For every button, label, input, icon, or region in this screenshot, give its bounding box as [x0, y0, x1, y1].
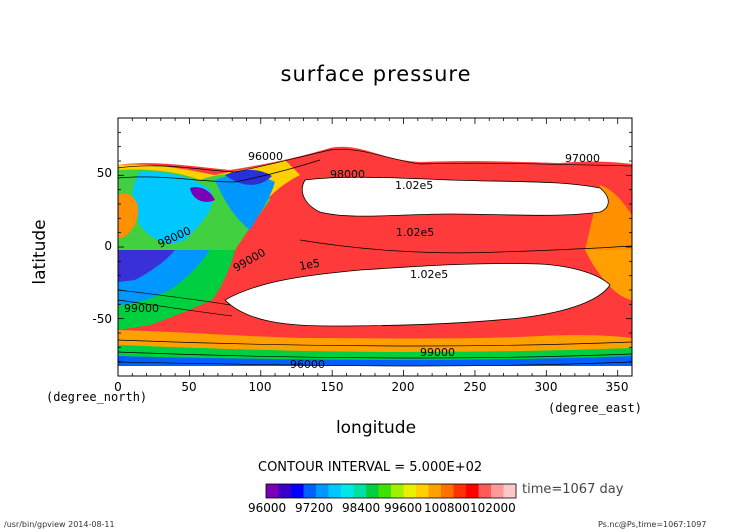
- contour-label: 96000: [248, 150, 283, 163]
- contour-label: 99000: [124, 302, 159, 315]
- y-axis-unit: (degree_north): [46, 390, 148, 404]
- colorbar-label: 100800: [424, 501, 470, 515]
- colorbar-swatch: [328, 484, 342, 498]
- x-tick-label: 250: [463, 380, 487, 394]
- colorbar-swatch: [453, 484, 467, 498]
- colorbar-label: 96000: [248, 501, 287, 515]
- colorbar-swatch: [466, 484, 479, 498]
- colorbar-swatch: [303, 484, 317, 498]
- x-axis-label: longitude: [335, 418, 417, 438]
- contour-line: [117, 351, 633, 359]
- east-south-orange: [585, 250, 632, 300]
- colorbar-swatch: [266, 484, 279, 498]
- colorbar-swatch: [503, 484, 517, 498]
- y-tick-label: -50: [92, 312, 112, 326]
- north-polar-white: [118, 118, 632, 162]
- colorbar-label: 99600: [384, 501, 423, 515]
- contour-line: [117, 361, 633, 367]
- y-tick-label: 0: [104, 239, 112, 253]
- contour-line: [117, 148, 633, 173]
- footer-right: Ps.nc@Ps,time=1067:1097: [598, 520, 707, 529]
- y-axis-label: latitude: [30, 219, 50, 285]
- x-tick-label: 100: [248, 380, 272, 394]
- colorbar-label: 98400: [342, 501, 381, 515]
- mid-blue-region: [215, 174, 275, 230]
- contour-line: [117, 299, 233, 317]
- axis-ticks: [117, 117, 633, 377]
- dark-blue-region: [225, 169, 272, 185]
- x-tick-label: 50: [181, 380, 197, 394]
- x-tick-label: 350: [605, 380, 629, 394]
- band-south-darkblue: [118, 250, 175, 282]
- colorbar-swatch: [391, 484, 404, 498]
- contour-label: 1.02e5: [396, 226, 434, 239]
- y-tick-label: 50: [96, 166, 112, 180]
- colorbar-swatch: [378, 484, 392, 498]
- pressure-field: 96000 98000 99000 1.02e5 1e5 98000 99000…: [117, 118, 633, 376]
- contour-label: 1.02e5: [410, 268, 448, 281]
- x-tick-label: 150: [320, 380, 344, 394]
- chart-title: surface pressure: [280, 62, 472, 86]
- contour-lines: [117, 148, 633, 367]
- time-label: time=1067 day: [522, 482, 624, 497]
- north-high-region: [301, 176, 609, 217]
- west-orange-region: [118, 193, 139, 239]
- colorbar: [266, 484, 517, 498]
- colorbar-swatch: [278, 484, 292, 498]
- contour-label: 96000: [290, 358, 325, 371]
- colorbar-swatch: [491, 484, 504, 498]
- contour-line: [299, 239, 633, 254]
- x-tick-label: 200: [391, 380, 415, 394]
- colorbar-swatch: [291, 484, 304, 498]
- contour-label: 99000: [420, 346, 455, 359]
- colorbar-frame: [265, 483, 517, 499]
- contour-label: 1e5: [298, 257, 321, 273]
- footer-left: /usr/bin/gpview 2014-08-11: [4, 520, 115, 529]
- colorbar-swatch: [478, 484, 492, 498]
- contour-line: [117, 159, 321, 183]
- contour-label: 1.02e5: [395, 179, 433, 192]
- contour-label: 98000: [330, 168, 365, 181]
- south-high-region: [224, 263, 611, 327]
- colorbar-swatch: [403, 484, 417, 498]
- colorbar-swatch: [341, 484, 354, 498]
- contour-line: [117, 289, 231, 306]
- contour-interval: CONTOUR INTERVAL = 5.000E+02: [258, 460, 483, 475]
- colorbar-label: 97200: [295, 501, 334, 515]
- colorbar-swatch: [428, 484, 442, 498]
- purple-spot: [190, 187, 215, 202]
- contour-label: 97000: [565, 152, 600, 165]
- x-tick-label: 0: [114, 380, 122, 394]
- colorbar-label: 102000: [470, 501, 516, 515]
- colorbar-swatch: [316, 484, 329, 498]
- colorbar-swatch: [416, 484, 429, 498]
- x-axis-unit: (degree_east): [548, 401, 642, 415]
- colorbar-swatch: [353, 484, 367, 498]
- colorbar-swatch: [441, 484, 454, 498]
- colorbar-swatch: [366, 484, 379, 498]
- contour-line: [117, 339, 633, 347]
- x-tick-label: 300: [534, 380, 558, 394]
